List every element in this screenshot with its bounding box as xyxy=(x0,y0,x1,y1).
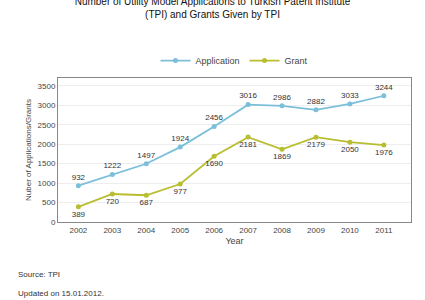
svg-text:1000: 1000 xyxy=(38,179,56,188)
svg-text:1869: 1869 xyxy=(273,152,291,161)
svg-text:500: 500 xyxy=(42,198,56,207)
svg-text:3244: 3244 xyxy=(375,83,393,92)
svg-text:3500: 3500 xyxy=(38,82,56,91)
svg-text:2050: 2050 xyxy=(341,145,359,154)
svg-text:2006: 2006 xyxy=(205,226,223,235)
svg-text:Grant: Grant xyxy=(285,56,308,66)
svg-text:3033: 3033 xyxy=(341,91,359,100)
svg-text:Year: Year xyxy=(225,236,243,246)
svg-text:720: 720 xyxy=(106,197,120,206)
svg-text:687: 687 xyxy=(140,198,154,207)
svg-text:Updated on 15.01.2012.: Updated on 15.01.2012. xyxy=(18,289,104,298)
svg-text:Application: Application xyxy=(196,56,240,66)
svg-text:2986: 2986 xyxy=(273,93,291,102)
svg-text:2456: 2456 xyxy=(205,113,223,122)
svg-text:2500: 2500 xyxy=(38,121,56,130)
svg-text:2005: 2005 xyxy=(171,226,189,235)
svg-text:3000: 3000 xyxy=(38,101,56,110)
svg-text:2008: 2008 xyxy=(273,226,291,235)
svg-text:2010: 2010 xyxy=(341,226,359,235)
svg-text:2002: 2002 xyxy=(69,226,87,235)
svg-text:1976: 1976 xyxy=(375,148,393,157)
svg-text:Number of Utility Model Applic: Number of Utility Model Applications to … xyxy=(75,0,351,20)
svg-text:Nuber of Applications/Grants: Nuber of Applications/Grants xyxy=(24,99,33,201)
svg-text:2181: 2181 xyxy=(239,140,257,149)
svg-text:932: 932 xyxy=(72,173,86,182)
svg-text:1222: 1222 xyxy=(103,161,121,170)
svg-text:1497: 1497 xyxy=(137,151,155,160)
svg-text:2882: 2882 xyxy=(307,97,325,106)
svg-text:2003: 2003 xyxy=(103,226,121,235)
svg-text:2011: 2011 xyxy=(375,226,393,235)
svg-text:2009: 2009 xyxy=(307,226,325,235)
svg-text:1924: 1924 xyxy=(171,134,189,143)
svg-text:2000: 2000 xyxy=(38,140,56,149)
svg-text:3016: 3016 xyxy=(239,91,257,100)
svg-text:2004: 2004 xyxy=(137,226,155,235)
svg-text:1690: 1690 xyxy=(205,159,223,168)
svg-text:977: 977 xyxy=(174,187,188,196)
svg-text:2007: 2007 xyxy=(239,226,257,235)
svg-text:2179: 2179 xyxy=(307,140,325,149)
svg-text:Source: TPI: Source: TPI xyxy=(18,270,60,279)
svg-text:1500: 1500 xyxy=(38,159,56,168)
svg-text:0: 0 xyxy=(51,218,56,227)
svg-text:389: 389 xyxy=(72,210,86,219)
